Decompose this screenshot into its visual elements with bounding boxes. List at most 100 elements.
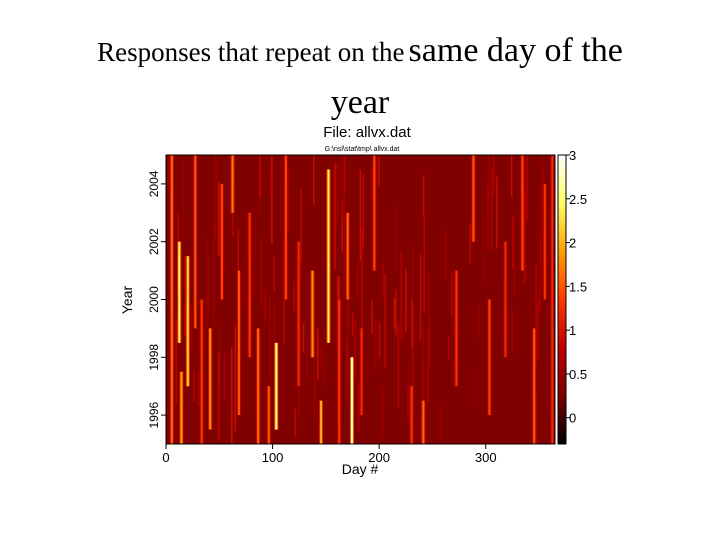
heatmap-faint-streak (237, 229, 240, 273)
colorbar-tick-label: 3 (569, 148, 576, 163)
y-axis: 1996 1998 2000 2002 2004 (147, 170, 166, 428)
x-tick-label: 200 (368, 450, 390, 465)
heatmap-faint-streak (167, 155, 169, 190)
heatmap-faint-streak (346, 338, 348, 404)
heatmap-faint-streak (492, 155, 495, 196)
heatmap-streak (311, 270, 314, 358)
heatmap-faint-streak (510, 155, 513, 198)
heatmap-faint-streak (206, 237, 208, 327)
heatmap-faint-streak (182, 155, 185, 240)
heatmap-faint-streak (487, 181, 489, 251)
heatmap-faint-streak (381, 386, 384, 438)
heatmap-streak (284, 155, 287, 300)
y-tick-label: 1998 (147, 344, 161, 371)
heatmap-faint-streak (271, 155, 273, 245)
heatmap-streak (521, 155, 524, 271)
heatmap-faint-streak (259, 155, 262, 198)
heatmap-faint-streak (405, 268, 407, 332)
x-tick-label: 100 (262, 450, 284, 465)
y-axis-label: Year (119, 286, 135, 315)
heatmap-faint-streak (423, 212, 426, 315)
heatmap-streak (327, 169, 330, 343)
heatmap-faint-streak (302, 322, 305, 353)
heatmap-faint-streak (344, 155, 346, 193)
heatmap-faint-streak (320, 347, 323, 371)
heatmap-faint-streak (173, 286, 175, 364)
heatmap-streak (373, 155, 376, 271)
heatmap-faint-streak (341, 199, 344, 252)
heatmap-faint-streak (482, 214, 485, 285)
heatmap-streak (178, 241, 181, 343)
heatmap-faint-streak (234, 326, 237, 431)
heatmap-faint-streak (440, 405, 442, 441)
heatmap-faint-streak (512, 215, 514, 270)
heatmap-faint-streak (541, 155, 544, 237)
chart-title: File: allvx.dat (323, 124, 411, 141)
heatmap-faint-streak (306, 334, 308, 379)
heatmap-faint-streak (254, 220, 256, 297)
heatmap-faint-streak (384, 273, 386, 368)
heatmap-faint-streak (422, 174, 425, 218)
heatmap-streak (180, 371, 183, 444)
heatmap-faint-streak (351, 312, 354, 337)
heatmap-faint-streak (539, 284, 541, 311)
heatmap-faint-streak (540, 233, 542, 286)
heatmap-faint-streak (450, 272, 453, 317)
heatmap-faint-streak (356, 265, 359, 299)
colorbar-tick-label: 2.5 (569, 192, 587, 207)
heatmap-streak (422, 400, 425, 444)
heatmap-faint-streak (207, 255, 210, 315)
heatmap-streak (194, 155, 197, 329)
heatmap-streak (472, 155, 475, 242)
heatmap-faint-streak (412, 244, 414, 341)
heatmap-faint-streak (215, 157, 217, 255)
heatmap-streak (267, 386, 270, 444)
heatmap-faint-streak (371, 167, 373, 199)
x-axis-label: Day # (342, 461, 379, 477)
heatmap-faint-streak (336, 163, 339, 226)
heatmap-faint-streak (212, 222, 215, 329)
heatmap-faint-streak (218, 352, 220, 441)
heatmap-faint-streak (214, 155, 217, 238)
heatmap-faint-streak (361, 228, 363, 329)
heatmap-streak (350, 357, 353, 444)
heatmap-streak (533, 328, 536, 444)
heatmap-faint-streak (294, 408, 297, 437)
heatmap-faint-streak (535, 265, 537, 366)
heatmap-faint-streak (193, 370, 195, 403)
heatmap-faint-streak (535, 393, 538, 444)
heatmap-faint-streak (312, 155, 315, 205)
heatmap-faint-streak (264, 289, 267, 321)
heatmap-faint-streak (260, 235, 262, 309)
heatmap-streak (237, 270, 240, 416)
heatmap-faint-streak (316, 328, 319, 380)
heatmap-faint-streak (420, 417, 423, 442)
heatmap-streak (220, 183, 223, 300)
heatmap-streak (360, 328, 363, 416)
y-tick-label: 2004 (147, 170, 161, 197)
x-tick-label: 300 (475, 450, 497, 465)
colorbar-tick-label: 0 (569, 411, 576, 426)
heatmap-faint-streak (287, 168, 290, 232)
heatmap-faint-streak (411, 298, 413, 348)
heatmap-faint-streak (343, 155, 345, 218)
heatmap-faint-streak (184, 254, 187, 337)
heatmap-faint-streak (243, 256, 246, 307)
colorbar-tick-label: 2 (569, 236, 576, 251)
colorbar-tick-label: 1 (569, 323, 576, 338)
heatmap-faint-streak (358, 383, 360, 431)
heatmap-faint-streak (496, 176, 498, 249)
x-axis: 0 100 200 300 (162, 444, 497, 465)
heatmap-faint-streak (523, 191, 526, 283)
heatmap-faint-streak (511, 309, 514, 355)
heatmap-faint-streak (395, 289, 397, 338)
heatmap-faint-streak (382, 262, 384, 297)
heatmap-faint-streak (490, 167, 493, 250)
heatmap-streak (455, 270, 458, 387)
heatmap-faint-streak (478, 306, 480, 337)
heatmap-faint-streak (473, 371, 476, 409)
heatmap-streak (320, 400, 323, 444)
heatmap-faint-streak (218, 181, 220, 256)
heatmap-faint-streak (403, 313, 405, 345)
